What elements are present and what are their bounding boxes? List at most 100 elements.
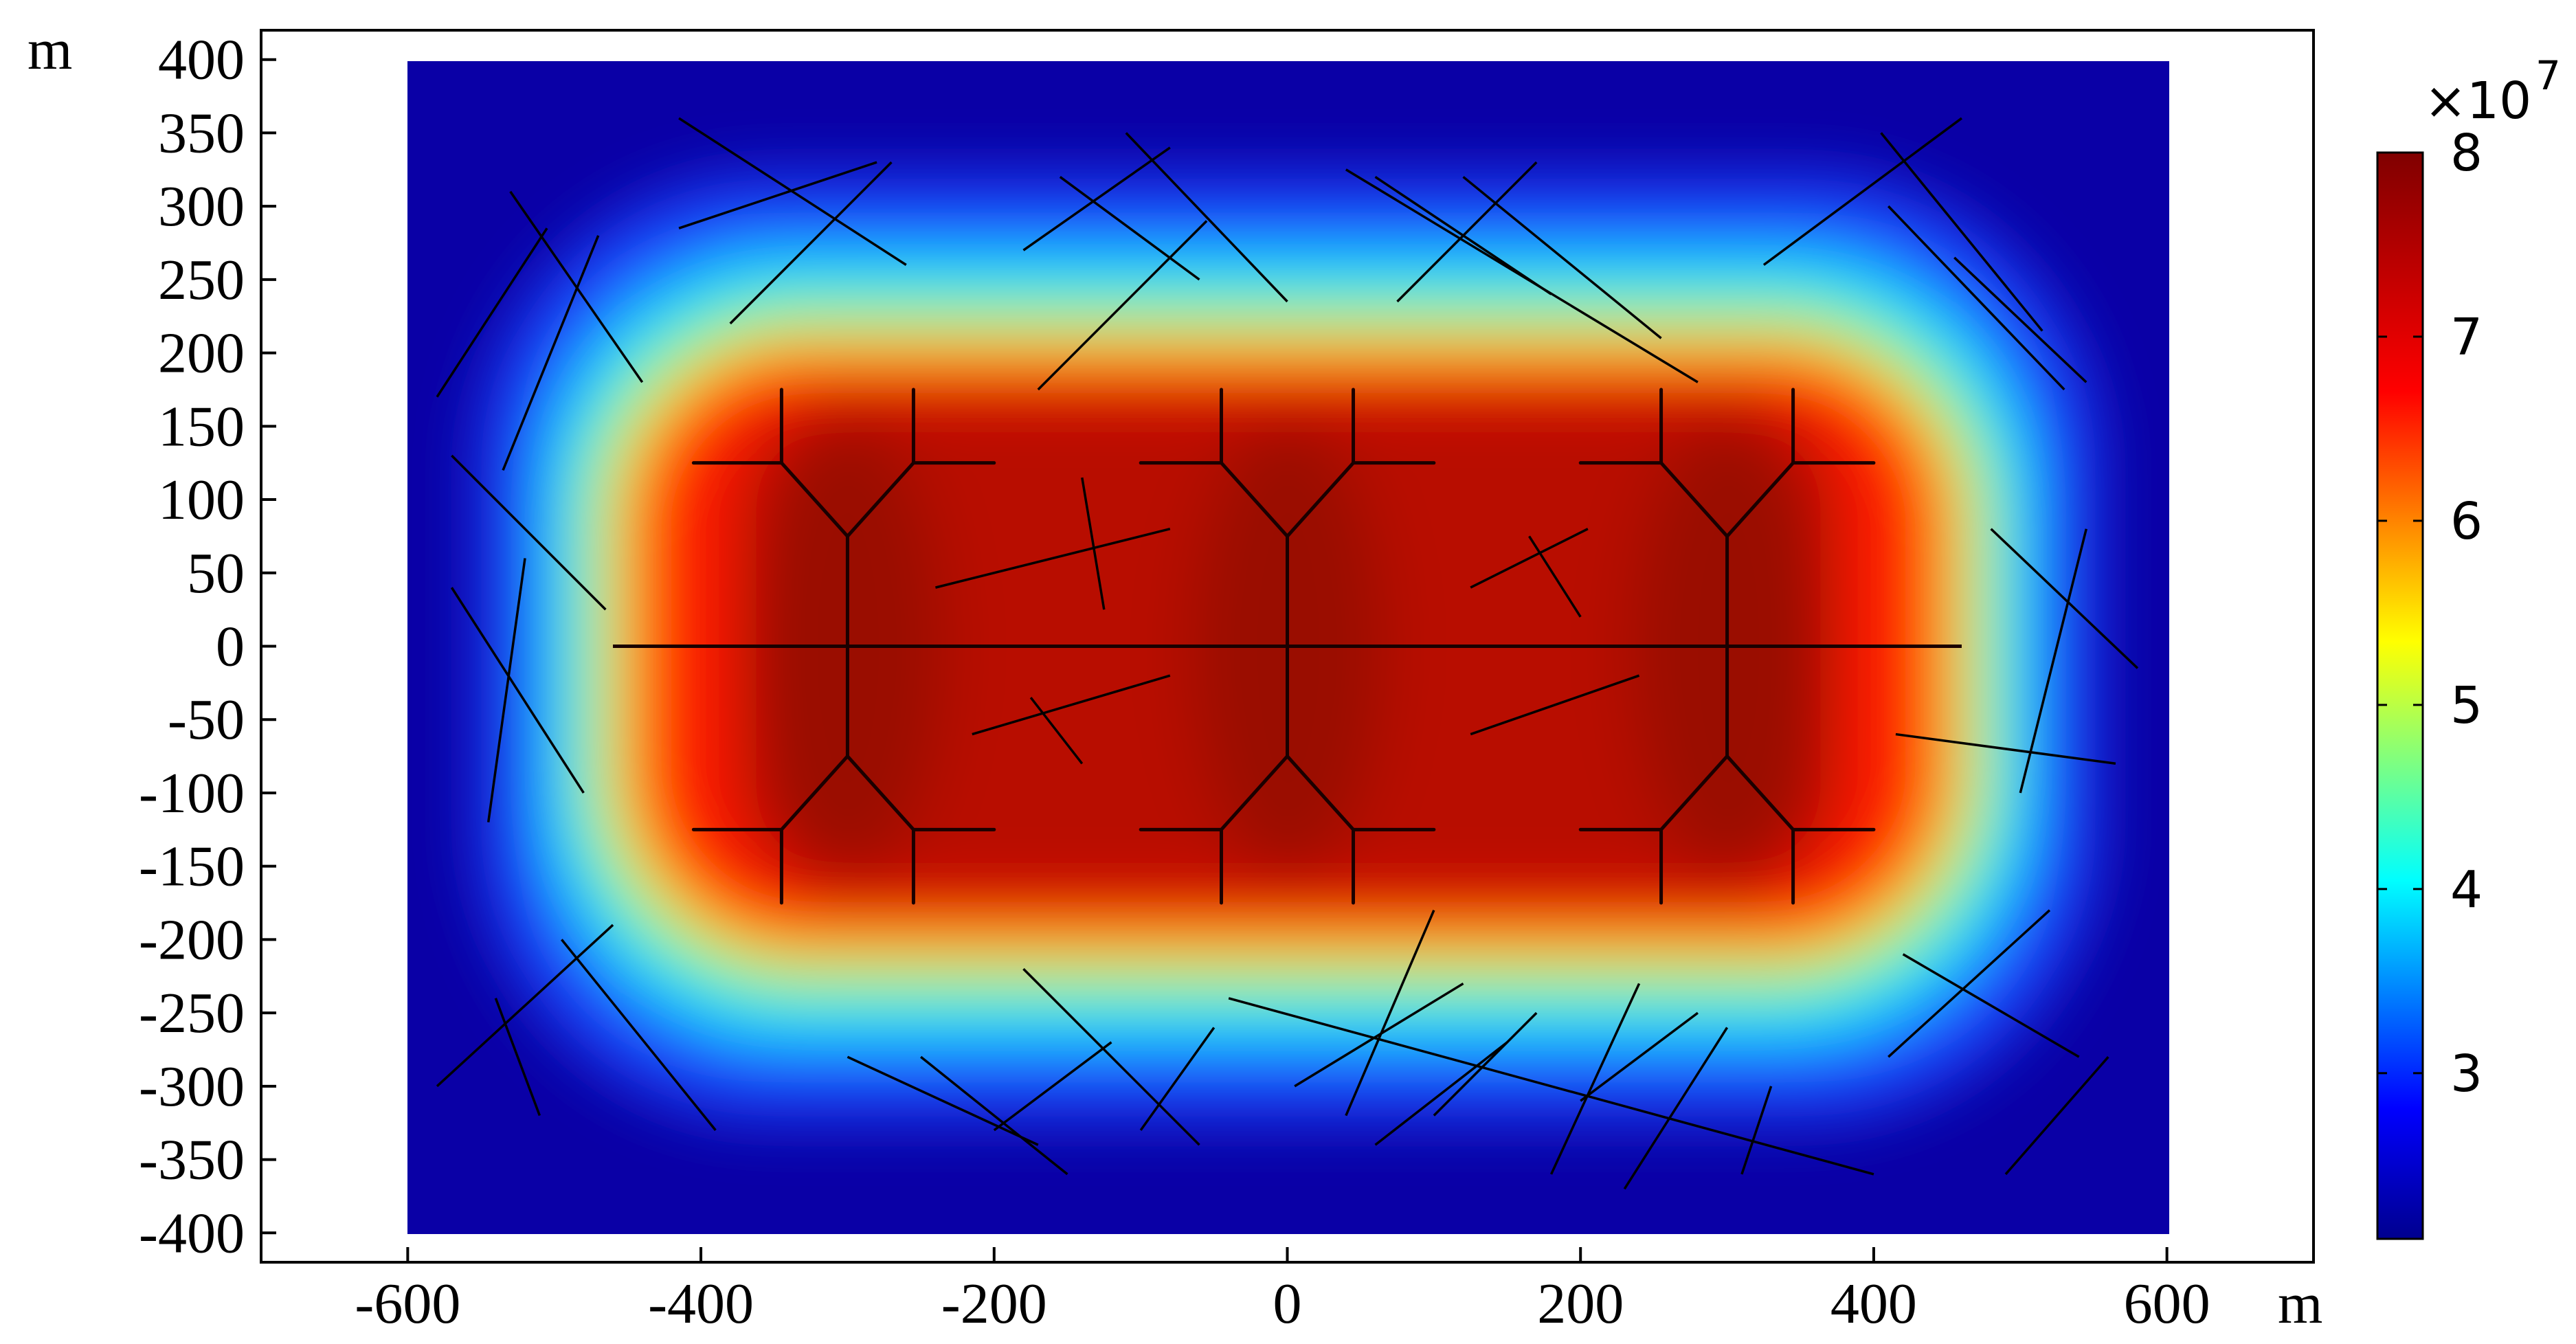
colorbar-tick-label: 3 [2450, 1044, 2483, 1104]
colorbar-tick-label: 4 [2450, 860, 2483, 919]
y-tick-label: 150 [158, 394, 245, 458]
natural-fracture [678, 161, 877, 229]
y-tick-label: 350 [158, 101, 245, 165]
natural-fracture [1470, 528, 1589, 589]
natural-fracture [1880, 132, 2043, 332]
colorbar-multiplier: ×10 [2424, 71, 2531, 131]
colorbar-tick-label: 7 [2450, 308, 2483, 367]
natural-fracture [1037, 220, 1208, 391]
colorbar-gradient [2376, 151, 2424, 1240]
natural-fracture [935, 528, 1171, 589]
natural-fracture [1139, 1027, 1216, 1131]
natural-fracture [1228, 997, 1874, 1176]
hydraulic-fracture-branch [1219, 754, 1289, 831]
colorbar-exponent: 7 [2535, 52, 2561, 99]
natural-fracture [1081, 477, 1106, 610]
natural-fracture [847, 1055, 1039, 1146]
x-tick-label: 0 [1273, 1272, 1302, 1336]
y-tick-label: -250 [139, 981, 245, 1045]
natural-fracture [1528, 535, 1582, 618]
colorbar-ticks: 8 7 6 5 4 3 [2377, 124, 2483, 1104]
y-tick-label: -350 [139, 1128, 245, 1192]
hydraulic-fracture-branch [1725, 754, 1795, 831]
y-unit-label: m [27, 18, 72, 82]
natural-fracture [1549, 983, 1641, 1175]
y-tick-label: -300 [139, 1055, 245, 1119]
x-tick-label: 200 [1537, 1272, 1624, 1336]
colorbar-tick-label: 8 [2450, 124, 2483, 183]
hydraulic-fracture-branch [1659, 754, 1729, 831]
natural-fracture [1345, 910, 1435, 1117]
natural-fracture [436, 923, 614, 1088]
y-tick-label: -50 [168, 688, 245, 752]
y-tick-label: -400 [139, 1201, 245, 1265]
hydraulic-fracture-branch [779, 461, 849, 538]
y-tick-label: -200 [139, 908, 245, 972]
natural-fracture [1022, 967, 1200, 1146]
x-tick-label: -200 [941, 1272, 1047, 1336]
natural-fracture [1433, 1011, 1538, 1117]
hydraulic-fracture-branch [1659, 461, 1729, 538]
y-tick-label: 200 [158, 322, 245, 385]
natural-fracture [920, 1055, 1068, 1176]
natural-fracture [1462, 176, 1662, 339]
natural-fracture [972, 674, 1171, 736]
natural-fracture [1990, 528, 2139, 669]
natural-fracture [1580, 1011, 1699, 1102]
x-tick-label: -600 [355, 1272, 460, 1336]
natural-fracture [1740, 1086, 1773, 1175]
natural-fracture [1888, 909, 2051, 1058]
natural-fracture [2019, 528, 2087, 794]
y-tick-label: 250 [158, 248, 245, 312]
colorbar-tick-label: 5 [2450, 676, 2483, 735]
hydraulic-fracture-branch [1725, 461, 1795, 538]
y-tick-label: 300 [158, 175, 245, 238]
fracture-layer [436, 117, 2139, 1190]
y-tick-label: -150 [139, 835, 245, 899]
natural-fracture [1902, 953, 2080, 1058]
natural-fracture [494, 998, 541, 1117]
x-unit-label: m [2278, 1272, 2322, 1336]
y-tick-label: -100 [139, 761, 245, 825]
x-tick-label: -400 [648, 1272, 754, 1336]
natural-fracture [1396, 161, 1538, 303]
natural-fracture [502, 235, 600, 471]
natural-fracture [1953, 256, 2087, 383]
natural-fracture [436, 227, 548, 398]
y-tick-label: 100 [158, 468, 245, 532]
natural-fracture [561, 939, 717, 1131]
hydraulic-fracture-branch [845, 754, 915, 831]
x-tick-label: 400 [1830, 1272, 1917, 1336]
natural-fracture [1762, 117, 1962, 266]
natural-fracture [486, 558, 526, 822]
hydraulic-fracture-branch [1219, 461, 1289, 538]
x-axis: -600 -400 -200 0 200 400 600 [355, 1247, 2210, 1336]
hydraulic-fracture-branch [1286, 461, 1356, 538]
natural-fracture [1022, 146, 1171, 251]
natural-fracture [993, 1041, 1112, 1132]
colorbar: 8 7 6 5 4 3 ×10 7 [2376, 52, 2561, 1240]
natural-fracture [1059, 176, 1200, 281]
natural-fracture [450, 587, 585, 794]
natural-fracture [1125, 132, 1288, 303]
natural-fracture [2004, 1056, 2109, 1176]
natural-fracture [1888, 205, 2065, 391]
hydraulic-fracture-branch [779, 754, 849, 831]
field-layer [407, 61, 2169, 1234]
y-tick-label: 50 [187, 541, 245, 605]
natural-fracture [1029, 697, 1084, 765]
natural-fracture [451, 454, 607, 611]
natural-fracture [1470, 674, 1640, 736]
natural-fracture [1374, 175, 1552, 295]
natural-fracture [1294, 982, 1464, 1088]
y-axis: 400 350 300 250 200 150 100 50 0 -50 -100 -150 -200 -… [139, 28, 276, 1265]
x-tick-label: 600 [2124, 1272, 2210, 1336]
natural-fracture [729, 161, 893, 325]
y-tick-label: 0 [216, 615, 245, 679]
natural-fracture [1623, 1027, 1729, 1190]
y-tick-label: 400 [158, 28, 245, 92]
natural-fracture [1374, 1041, 1508, 1146]
hydraulic-fracture-branch [845, 461, 915, 538]
hydraulic-fracture-branch [1286, 754, 1356, 831]
